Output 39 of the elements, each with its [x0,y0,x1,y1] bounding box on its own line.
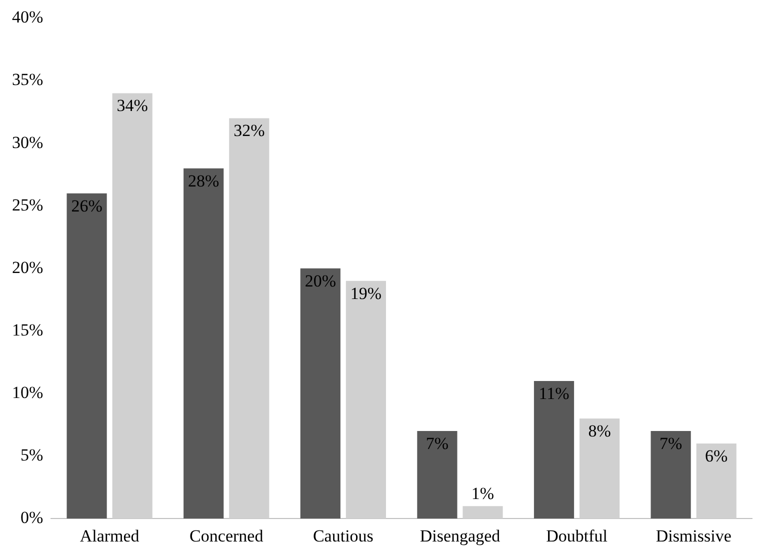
y-tick-label: 30% [12,132,44,152]
bar [580,418,620,519]
y-tick-label: 40% [12,8,44,27]
bar [346,280,386,519]
x-tick-label: Doubtful [546,526,608,546]
y-tick-label: 10% [12,382,44,402]
y-tick-label: 15% [12,320,44,340]
data-label: 19% [350,284,382,303]
x-tick-label: Concerned [190,526,264,546]
data-label: 34% [116,96,148,116]
y-tick-label: 0% [20,508,44,528]
data-label: 6% [705,446,728,466]
data-label: 7% [426,434,449,453]
y-tick-label: 5% [20,446,44,465]
bar [417,431,458,519]
data-label: 11% [538,384,570,403]
data-label: 1% [471,484,494,504]
data-label: 7% [659,434,682,453]
bar [66,193,107,519]
data-label: 26% [71,196,102,216]
x-tick-label: Alarmed [80,526,140,546]
x-tick-label: Disengaged [420,526,501,546]
x-tick-label: Cautious [312,526,374,546]
bar [184,168,224,519]
y-tick-label: 25% [12,195,44,214]
bar [300,268,340,519]
bar [112,93,152,519]
x-tick-label: Dismissive [656,526,732,546]
bar [650,431,691,519]
bar [462,506,503,519]
y-tick-label: 20% [12,258,44,277]
bar [229,118,270,519]
bar [534,380,574,519]
bar [696,444,736,519]
data-label: 20% [304,271,336,290]
y-tick-label: 35% [12,70,44,90]
data-label: 32% [234,121,265,140]
data-label: 8% [588,421,611,440]
data-label: 28% [188,171,220,190]
